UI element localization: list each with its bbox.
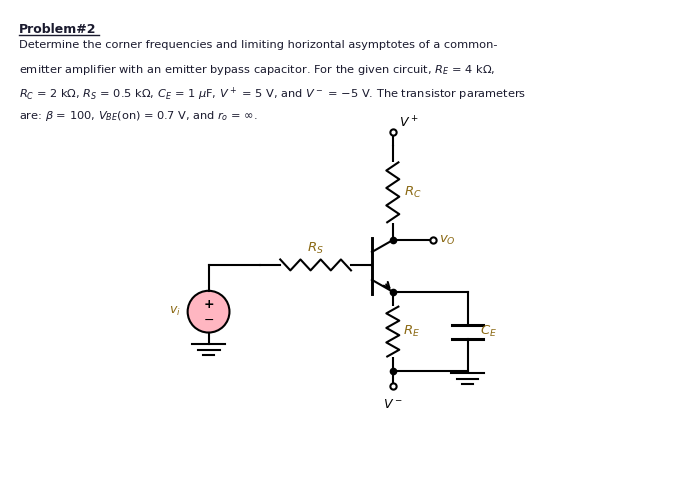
Text: Determine the corner frequencies and limiting horizontal asymptotes of a common-: Determine the corner frequencies and lim…: [19, 40, 498, 50]
Text: $-$: $-$: [203, 313, 214, 326]
Text: emitter amplifier with an emitter bypass capacitor. For the given circuit, $R_E$: emitter amplifier with an emitter bypass…: [19, 63, 495, 77]
Text: $V^+$: $V^+$: [398, 115, 419, 131]
Text: $v_O$: $v_O$: [439, 233, 455, 246]
Text: +: +: [203, 298, 214, 311]
Text: $V^-$: $V^-$: [383, 398, 403, 411]
Text: are: $\beta$ = 100, $V_{BE}$(on) = 0.7 V, and $r_o$ = $\infty$.: are: $\beta$ = 100, $V_{BE}$(on) = 0.7 V…: [19, 109, 258, 123]
Text: $C_E$: $C_E$: [480, 324, 498, 339]
Text: $R_C$ = 2 k$\Omega$, $R_S$ = 0.5 k$\Omega$, $C_E$ = 1 $\mu$F, $V^+$ = 5 V, and $: $R_C$ = 2 k$\Omega$, $R_S$ = 0.5 k$\Omeg…: [19, 86, 527, 103]
Text: Problem#2: Problem#2: [19, 23, 97, 36]
Text: $R_C$: $R_C$: [404, 185, 421, 200]
Text: $R_E$: $R_E$: [403, 324, 420, 339]
Circle shape: [188, 291, 229, 333]
Text: $R_S$: $R_S$: [307, 241, 324, 256]
Text: $v_i$: $v_i$: [169, 305, 181, 318]
